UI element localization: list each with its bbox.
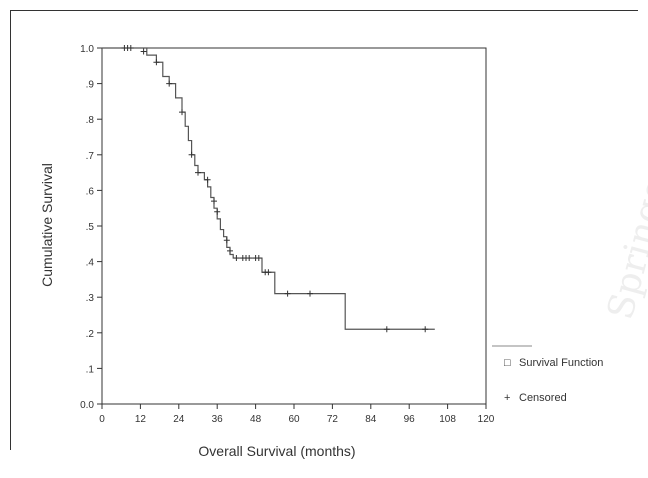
censored-marker [383, 326, 390, 333]
x-tick-label: 108 [439, 414, 456, 425]
legend-censored: Censored [519, 392, 567, 404]
censored-marker [140, 48, 147, 55]
y-axis-title: Cumulative Survival [39, 163, 55, 287]
survival-step-path [102, 47, 435, 330]
censored-marker [307, 290, 313, 297]
censored-marker [246, 255, 253, 262]
y-tick-label: 0.0 [80, 400, 94, 411]
y-tick-label: .4 [86, 258, 95, 269]
chart-frame [10, 10, 638, 450]
x-tick-label: 36 [212, 414, 224, 425]
x-tick-label: 48 [250, 414, 262, 425]
x-tick-label: 96 [404, 414, 416, 425]
y-tick-label: .2 [86, 329, 95, 340]
x-tick-label: 24 [173, 414, 185, 425]
censored-marker [255, 255, 262, 262]
censored-marker [153, 59, 160, 66]
x-tick-label: 0 [99, 414, 105, 425]
y-tick-label: .3 [86, 293, 95, 304]
censored-marker [211, 198, 217, 205]
y-tick-label: .9 [86, 80, 95, 91]
censored-marker [422, 326, 429, 333]
x-tick-label: 72 [327, 414, 339, 425]
y-tick-label: .5 [86, 222, 95, 233]
plot-area-border [101, 47, 487, 405]
y-tick-label: .7 [86, 151, 95, 162]
legend: □ Survival Function + Censored [492, 345, 603, 404]
censored-marker [223, 237, 230, 244]
censored-marker [214, 208, 221, 215]
axes: 0 12 24 36 48 60 72 84 96 108 120 0.0 .1 .2 .3 .4 .5 .6 .7… [80, 44, 495, 425]
censored-markers [121, 45, 429, 333]
censored-marker [284, 290, 291, 297]
x-tick-label: 60 [288, 414, 300, 425]
censored-marker [179, 109, 185, 116]
legend-marker-survival: □ [504, 357, 511, 369]
y-tick-label: .6 [86, 186, 95, 197]
survival-function-line [102, 47, 435, 330]
censored-marker [188, 151, 195, 158]
censored-marker [166, 80, 173, 87]
censored-marker [265, 269, 272, 276]
x-tick-label: 84 [365, 414, 377, 425]
x-tick-label: 12 [135, 414, 147, 425]
legend-marker-censored: + [504, 392, 510, 404]
y-tick-label: 1.0 [80, 44, 94, 55]
x-axis-title: Overall Survival (months) [198, 443, 355, 459]
legend-survival-function: Survival Function [519, 357, 603, 369]
censored-marker [195, 169, 201, 176]
y-tick-label: .8 [86, 115, 95, 126]
x-tick-label: 120 [478, 414, 495, 425]
censored-marker [227, 247, 233, 254]
censored-marker [233, 255, 240, 262]
censored-marker [204, 176, 211, 183]
censored-marker [127, 45, 134, 51]
y-tick-label: .1 [86, 364, 95, 375]
